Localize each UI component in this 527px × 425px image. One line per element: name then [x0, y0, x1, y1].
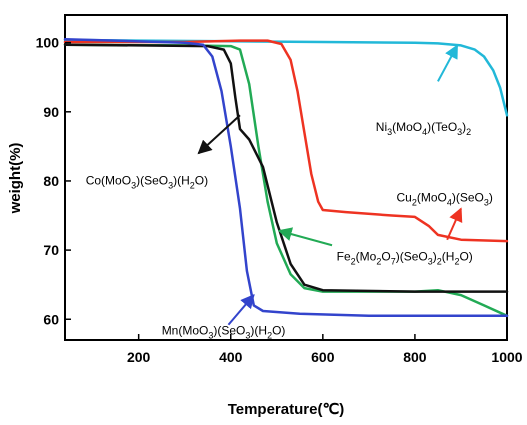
- annotation-arrow: [227, 293, 255, 326]
- x-tick-label: 600: [311, 349, 335, 365]
- y-tick-label: 90: [43, 104, 59, 120]
- y-tick-label: 70: [43, 242, 59, 258]
- annotation-label: Fe2(Mo2O7)(SeO3)2(H2O): [337, 249, 473, 266]
- plot-area-frame: [64, 14, 508, 341]
- x-tick-label: 800: [403, 349, 427, 365]
- tick-layer: 200 400 600 800 1000 60 70 80 90 100: [36, 35, 523, 365]
- series-line-mn-moo3-seo3-h2o: [63, 37, 509, 318]
- annotation-arrow: [277, 227, 333, 247]
- x-tick-label: 400: [219, 349, 243, 365]
- annotation-arrow: [197, 114, 241, 155]
- y-tick-label: 60: [43, 311, 59, 327]
- series-line-cu2-moo4-seo3: [63, 39, 509, 243]
- annotation-label: Co(MoO3)(SeO3)(H2O): [86, 173, 208, 190]
- annotation-arrow: [446, 207, 463, 241]
- x-tick-label: 200: [127, 349, 151, 365]
- annotation-arrow: [437, 44, 459, 82]
- y-tick-label: 100: [36, 35, 60, 51]
- series-line-co-moo3-seo3-h2o: [63, 43, 509, 293]
- y-tick-label: 80: [43, 173, 59, 189]
- annotation-label: Mn(MoO3)(SeO3)(H2O): [162, 323, 286, 340]
- annotation-label: Cu2(MoO4)(SeO3): [397, 191, 493, 208]
- y-axis-title: weight(%): [7, 143, 24, 215]
- series-layer: [63, 37, 509, 318]
- annotation-layer: Ni3(MoO4)(TeO3)2 Co(MoO3)(SeO3)(H2O) Cu2(M…: [86, 44, 493, 340]
- x-tick-label: 1000: [491, 349, 522, 365]
- annotation-label: Ni3(MoO4)(TeO3)2: [376, 120, 471, 137]
- x-axis-title: Temperature(℃): [228, 401, 345, 418]
